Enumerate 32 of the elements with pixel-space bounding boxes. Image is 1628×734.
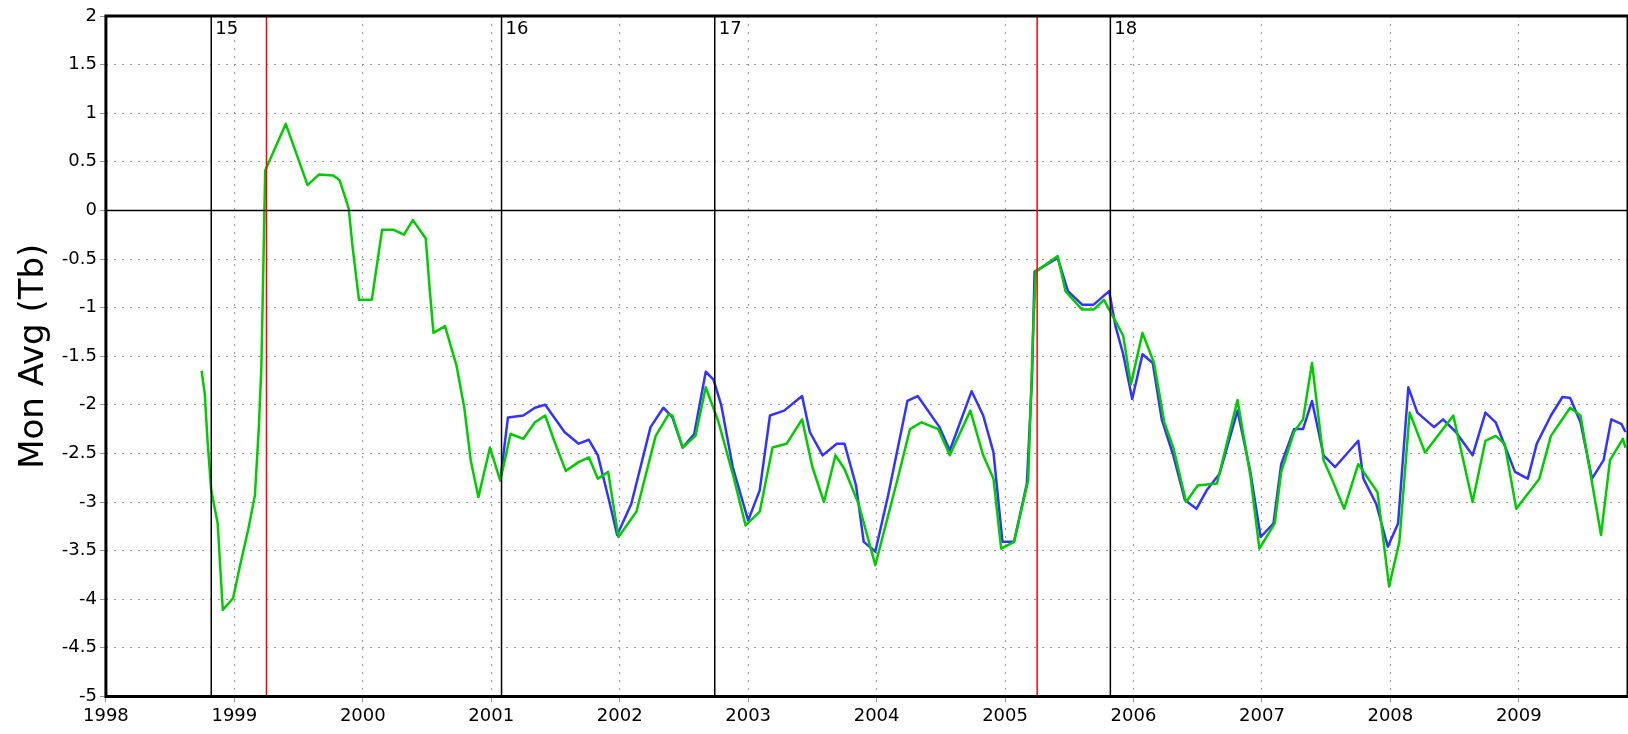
y-tick-label: 2 bbox=[85, 3, 97, 25]
y-tick-label: -4.5 bbox=[61, 635, 97, 657]
y-tick-label: -4 bbox=[78, 586, 97, 608]
x-tick-label: 2009 bbox=[1495, 703, 1542, 725]
x-tick-label: 1999 bbox=[211, 703, 258, 725]
y-tick-label: -3.5 bbox=[61, 538, 97, 560]
annotation: 17 bbox=[718, 16, 742, 38]
y-tick-label: -2 bbox=[78, 392, 97, 414]
x-tick-label: 2002 bbox=[596, 703, 643, 725]
x-tick-label: 2003 bbox=[725, 703, 772, 725]
annotation: 16 bbox=[505, 16, 529, 38]
annotation: 18 bbox=[1114, 16, 1138, 38]
y-tick-label: 1 bbox=[85, 100, 97, 122]
annotation: 15 bbox=[215, 16, 239, 38]
y-tick-label: 0.5 bbox=[68, 149, 97, 171]
x-tick-label: 2007 bbox=[1239, 703, 1285, 725]
y-tick-label: -3 bbox=[78, 489, 97, 511]
y-tick-label: -0.5 bbox=[61, 246, 97, 268]
y-tick-label: -2.5 bbox=[61, 441, 97, 463]
x-tick-label: 2004 bbox=[853, 703, 900, 725]
y-tick-label: -5 bbox=[78, 684, 97, 706]
x-tick-label: 1998 bbox=[83, 703, 129, 725]
x-tick-label: 2001 bbox=[468, 703, 515, 725]
x-tick-label: 2000 bbox=[339, 703, 386, 725]
y-axis-title: Mon Avg (Tb) bbox=[11, 243, 52, 469]
y-tick-label: -1.5 bbox=[61, 343, 97, 365]
y-tick-label: 1.5 bbox=[68, 52, 97, 74]
x-tick-label: 2005 bbox=[982, 703, 1028, 725]
y-tick-label: -1 bbox=[78, 295, 97, 317]
y-tick-label: 0 bbox=[85, 198, 97, 220]
x-tick-label: 2008 bbox=[1367, 703, 1414, 725]
x-tick-label: 2006 bbox=[1110, 703, 1157, 725]
